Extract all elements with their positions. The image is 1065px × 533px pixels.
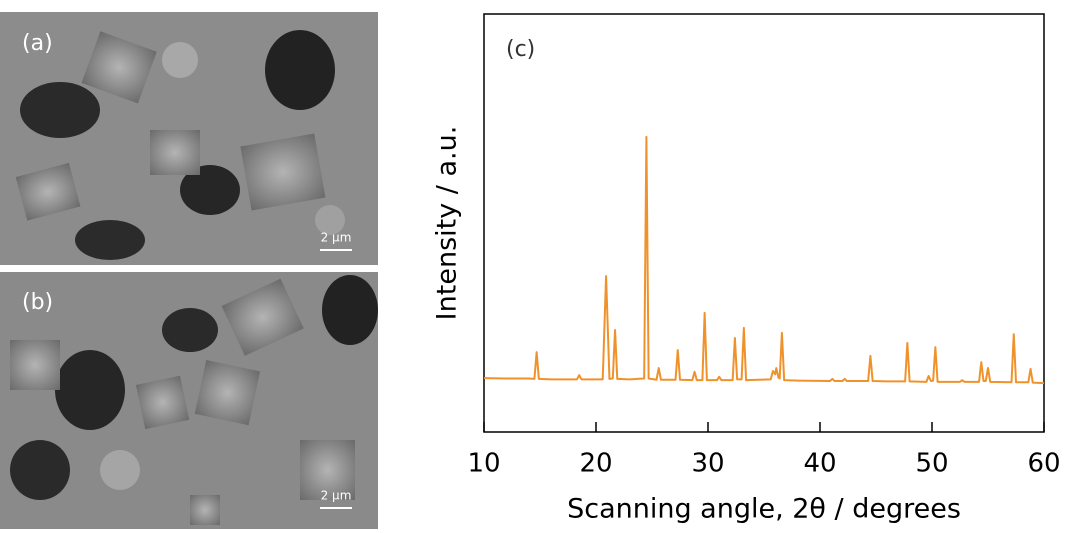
scale-bar-label: 2 µm [321, 231, 352, 245]
x-tick-label: 30 [691, 449, 724, 479]
panel-label: (a) [22, 31, 53, 56]
figure: (a) 2 µm (b) 2 µm (c) Scanning angle, 2θ… [0, 0, 1065, 529]
x-tick-label: 50 [915, 449, 948, 479]
data-line [484, 137, 1044, 383]
scale-bar-label: 2 µm [321, 489, 352, 503]
y-axis-label: Intensity / a.u. [432, 126, 463, 321]
x-tick-label: 20 [579, 449, 612, 479]
plot-frame [484, 14, 1044, 432]
annotation: (c) [506, 37, 535, 62]
sem-image-b: (b) 2 µm [0, 272, 378, 529]
x-tick-label: 10 [467, 449, 500, 479]
x-axis-label: Scanning angle, 2θ / degrees [567, 494, 961, 525]
sem-image-a: (a) 2 µm [0, 12, 378, 265]
x-tick-label: 40 [803, 449, 836, 479]
panel-label: (b) [22, 290, 53, 315]
x-tick-label: 60 [1027, 449, 1060, 479]
